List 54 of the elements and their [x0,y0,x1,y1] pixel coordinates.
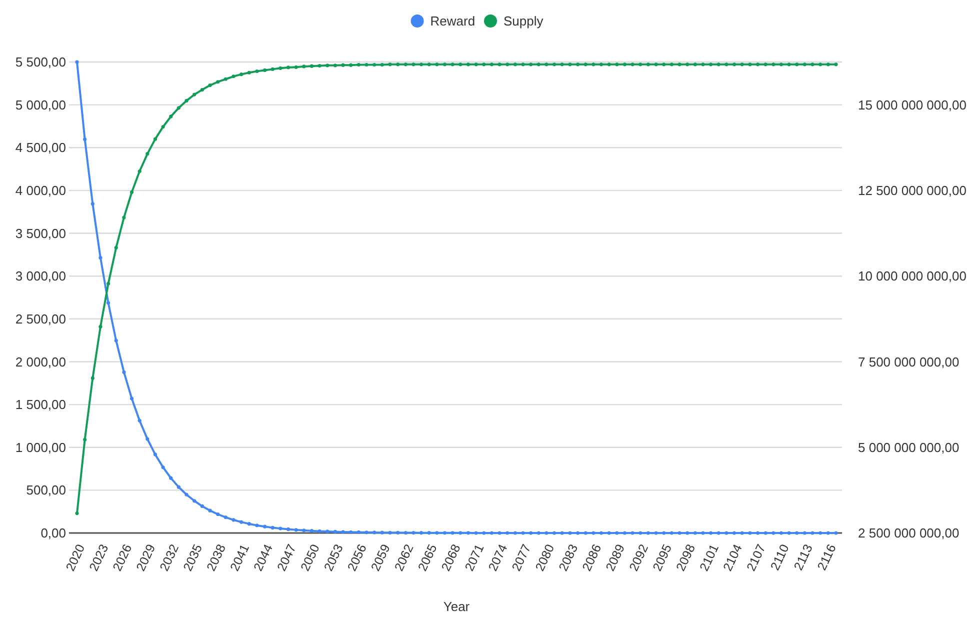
x-axis-title: Year [443,599,470,614]
x-tick-label: 2074 [486,542,510,574]
y-tick-label: 4 500,00 [15,140,66,156]
y2-tick-label: 7 500 000 000,00 [858,354,960,370]
x-tick-label: 2086 [580,542,604,574]
x-tick-label: 2026 [110,542,135,574]
y-tick-label: 5 500,00 [15,54,66,70]
y-tick-label: 5 000,00 [15,97,66,112]
y-tick-label: 2 000,00 [15,354,66,370]
x-tick-label: 2050 [298,542,322,574]
legend-label: Supply [504,14,544,29]
x-tick-label: 2071 [462,542,487,574]
y2-tick-label: 15 000 000 000,00 [858,97,966,112]
y-tick-label: 0,00 [40,526,66,541]
x-tick-label: 2116 [814,542,839,572]
x-tick-label: 2080 [532,542,558,574]
x-tick-label: 2089 [603,542,628,574]
x-tick-label: 2044 [251,542,276,574]
x-tick-label: 2056 [344,542,370,574]
x-tick-label: 2092 [626,542,652,574]
y-tick-label: 2 500,00 [15,311,66,326]
x-tick-label: 2077 [509,542,534,574]
y2-tick-label: 10 000 000 000,00 [858,268,966,284]
y-tick-label: 3 500,00 [15,226,66,241]
x-tick-label: 2047 [274,542,299,574]
y-tick-label: 3 000,00 [15,268,66,284]
x-tick-label: 2101 [697,542,722,574]
x-tick-label: 2113 [791,542,816,572]
x-tick-label: 2053 [321,542,346,574]
x-tick-label: 2023 [86,542,112,574]
y-tick-label: 4 000,00 [15,183,66,198]
x-tick-label: 2038 [204,542,229,574]
x-tick-label: 2032 [157,542,182,574]
x-tick-label: 2068 [438,542,464,574]
x-tick-label: 2065 [415,542,440,574]
x-tick-label: 2059 [368,542,393,574]
y-tick-label: 500,00 [26,482,66,498]
x-tick-label: 2104 [720,542,745,574]
legend-label: Reward [430,14,476,29]
x-tick-label: 2107 [744,542,768,574]
y2-tick-label: 5 000 000 000,00 [858,440,960,455]
x-tick-label: 2035 [180,542,206,574]
x-tick-label: 2062 [392,542,416,574]
y-tick-label: 1 000,00 [15,440,66,455]
x-tick-label: 2098 [674,542,698,574]
y2-tick-label: 2 500 000 000,00 [858,526,960,541]
x-tick-label: 2029 [134,542,158,574]
x-tick-label: 2110 [768,542,792,572]
x-tick-label: 2041 [228,542,252,574]
y-tick-label: 1 500,00 [15,397,66,412]
x-tick-label: 2083 [556,542,581,574]
x-tick-label: 2020 [63,542,88,574]
x-tick-label: 2095 [650,542,675,574]
y2-tick-label: 12 500 000 000,00 [858,183,966,198]
